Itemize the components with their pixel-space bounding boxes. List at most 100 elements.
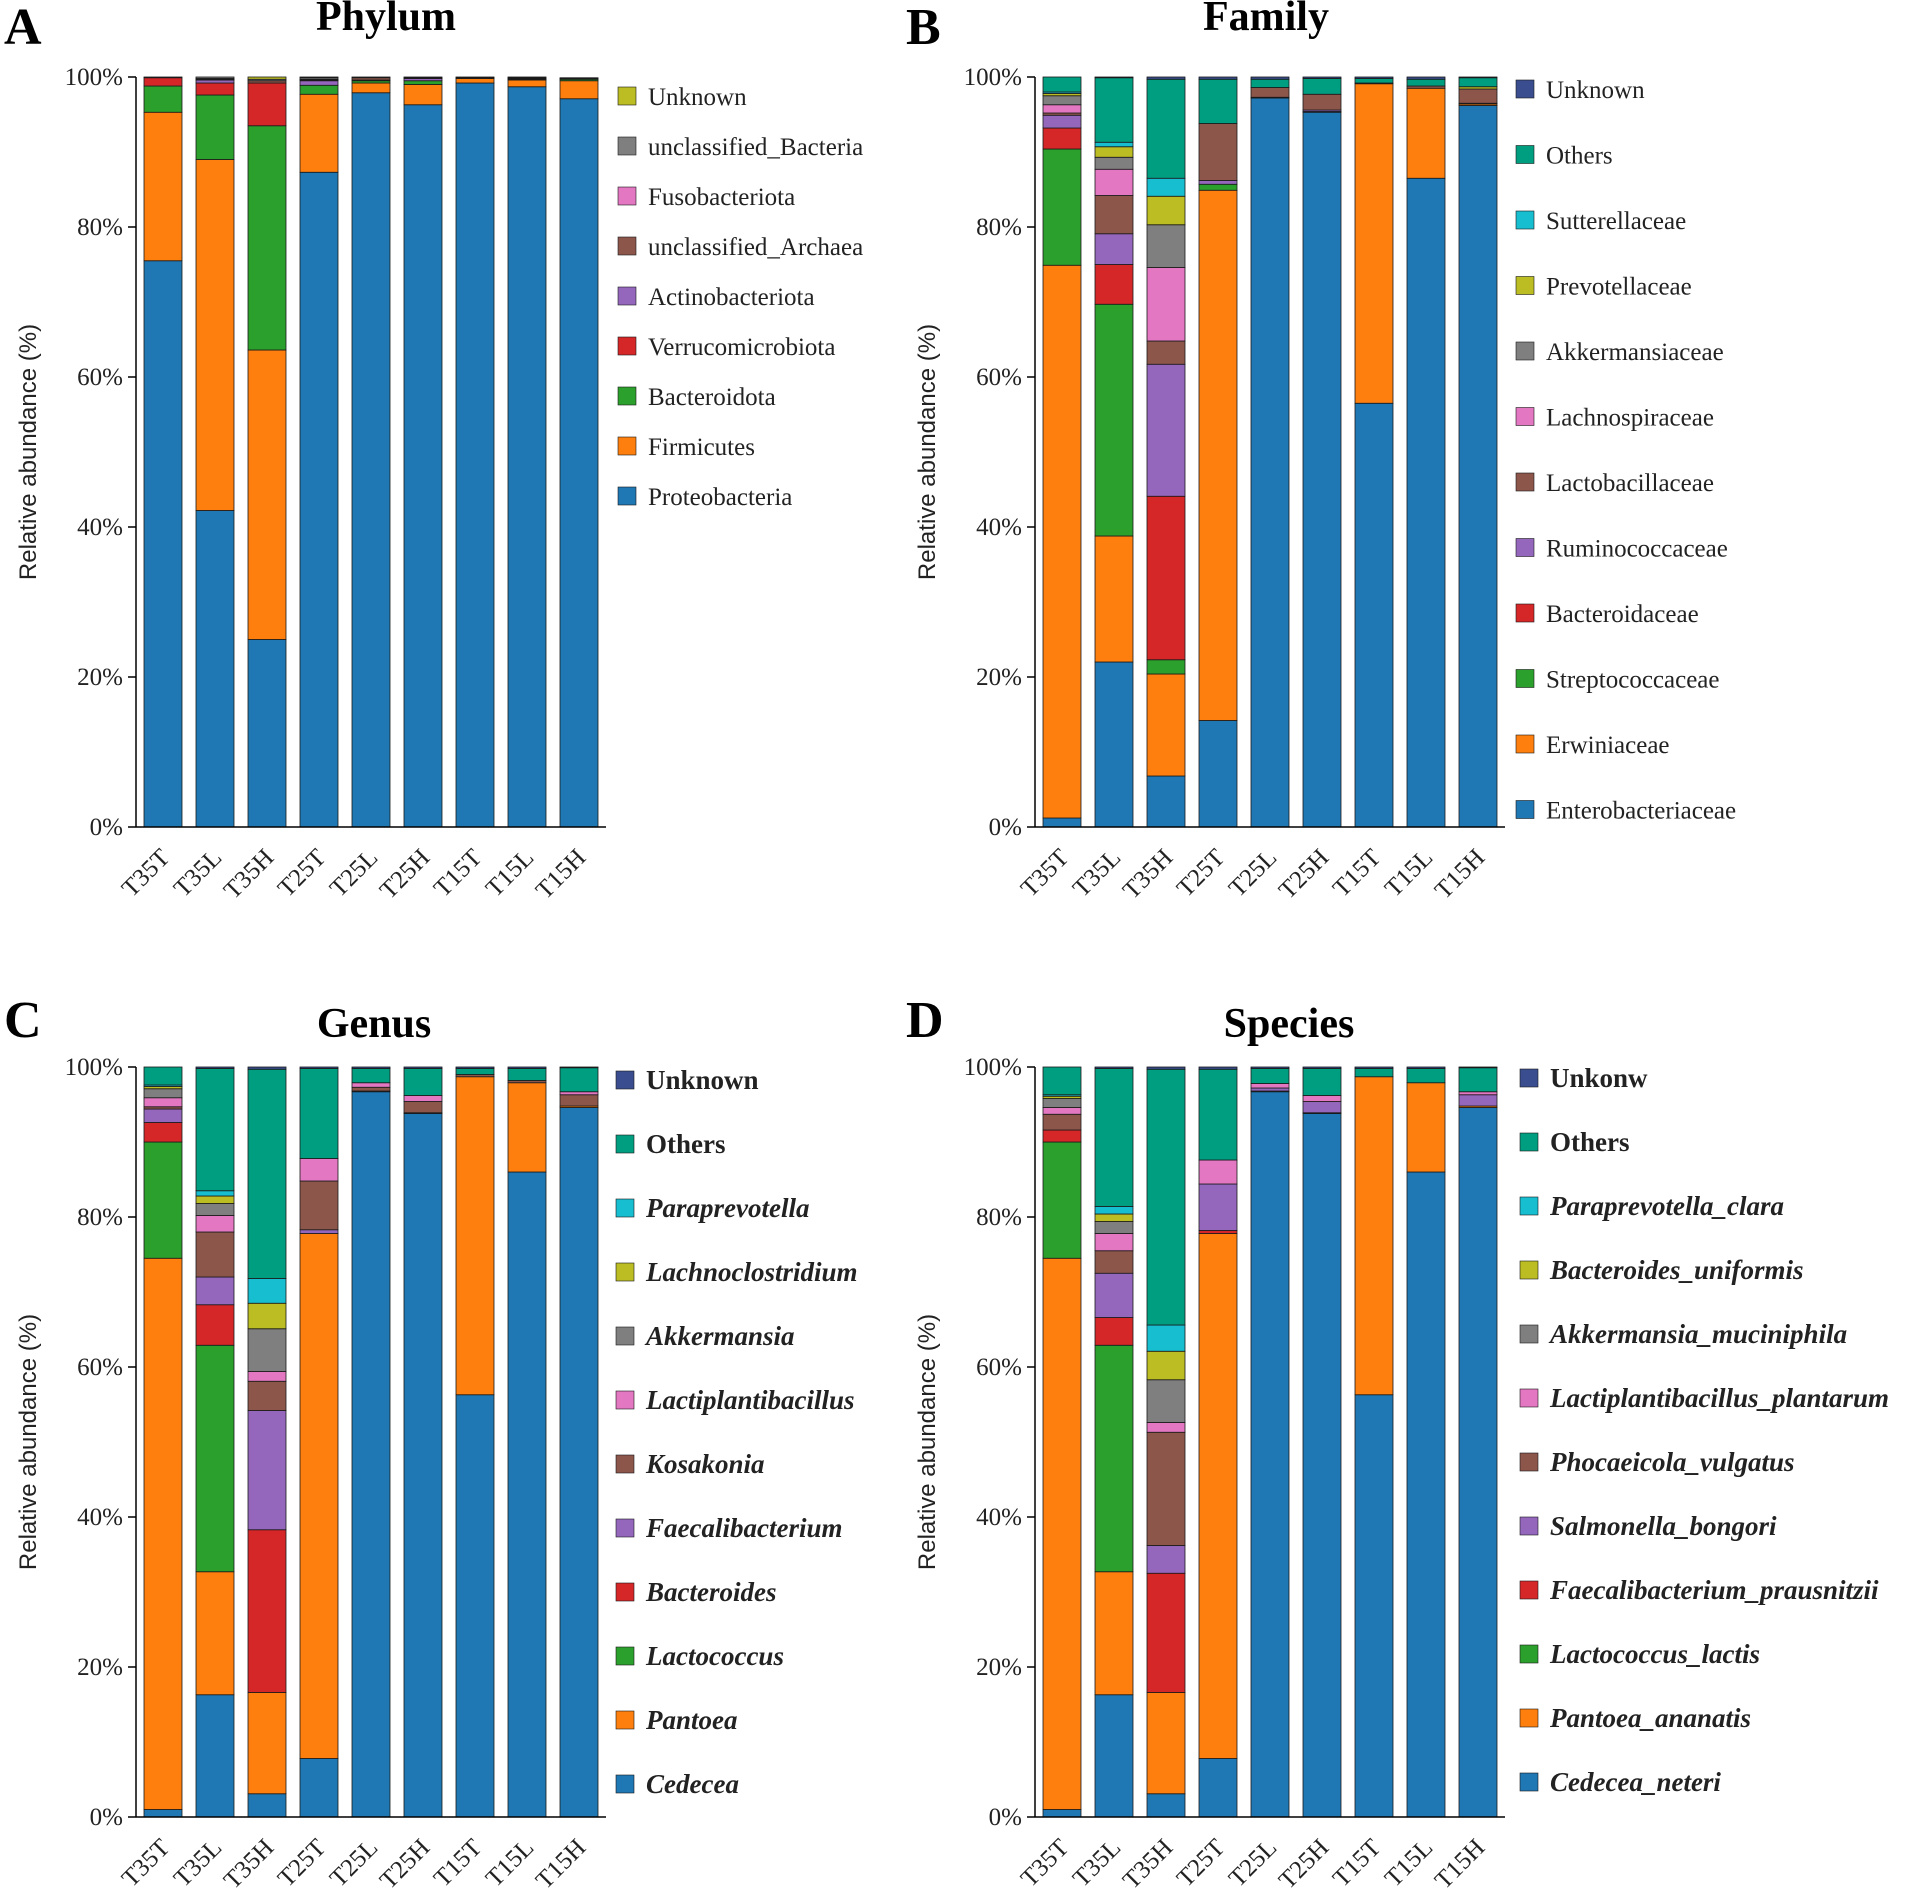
legend-label: Lactococcus [645,1641,784,1671]
legend-swatch [617,286,637,306]
bar-segment-unclassified-bacteria-t25l [351,76,391,79]
bar-group [1042,1066,1498,1818]
y-tick-label: 60% [77,364,123,391]
legend: Unknown Others Paraprevotella Lachnoclostri… [615,1065,858,1799]
bar-segment-akkermansiaceae-t35t [1042,95,1082,106]
bar-segment-actinobacteriota-t25t [299,80,339,86]
bar-segment-faecalibacterium-prausnitzii-t35h [1146,1572,1186,1693]
legend-label: Salmonella_bongori [1550,1511,1777,1541]
bar-segment-lactobacillaceae-t25h [1302,93,1342,111]
bar-segment-bacteroidaceae-t35h [1146,495,1186,661]
legend-label: unclassified_Archaea [648,234,863,261]
bar-segment-lactiplantibacillus-t25h [403,1095,443,1102]
bar-segment-unknown-t25l [351,1066,391,1069]
panel-b: B Family T35TT35LT35HT25TT25LT25HT15TT15LT… [906,0,1736,904]
bar-segment-cedecea-t15t [455,1394,495,1818]
bar-segment-faecalibacterium-t35t [143,1108,183,1123]
bar-segment-pantoea-t25t [299,1233,339,1759]
bar-segment-lactiplantibacillus-t25t [299,1158,339,1182]
bar-segment-unkonw-t25l [1250,1066,1290,1069]
bar-segment-unkonw-t35h [1146,1066,1186,1070]
bar-segment-lactiplantibacillus-t35h [247,1371,287,1382]
legend-swatch [1519,1644,1539,1664]
bar-segment-pantoea-t15t [455,1076,495,1396]
bar-segment-enterobacteriaceae-t35t [1042,817,1082,828]
legend-swatch [615,1262,635,1282]
category-label-t35t: T35T [1016,844,1074,902]
bar-segment-lactiplantibacillus-plantarum-t25h [1302,1095,1342,1102]
bar-segment-lachnospiraceae-t35t [1042,104,1082,114]
category-label-t15t: T15T [1328,844,1386,902]
legend-label: Sutterellaceae [1546,208,1686,235]
bar-segment-ruminococcaceae-t35t [1042,114,1082,129]
bar-segment-phocaeicola-vulgatus-t35h [1146,1431,1186,1546]
legend-swatch [1515,79,1535,99]
bar-segment-proteobacteria-t35h [247,639,287,828]
bar-segment-unclassified-bacteria-t25h [403,76,443,79]
legend-swatch [1515,800,1535,819]
bar-segment-others-t15h [559,1067,599,1093]
bar-segment-others-t25t [299,1068,339,1159]
bar-segment-lactobacillaceae-t25t [1198,123,1238,181]
y-tick-label: 0% [989,1804,1022,1831]
bar-group [1042,76,1498,828]
bar-segment-others-t15t [1354,78,1394,84]
bar-segment-phocaeicola-vulgatus-t35l [1094,1250,1134,1274]
y-tick-label: 100% [65,64,123,91]
legend-label: Pantoea [645,1705,738,1735]
category-label-t25l: T25L [1224,1834,1282,1890]
bar-segment-others-t35h [1146,1068,1186,1326]
bar-segment-unknown-t15t [1354,76,1394,79]
bar-segment-prevotellaceae-t35l [1094,146,1134,158]
legend-label: Akkermansiaceae [1546,339,1724,366]
legend-label: Unknown [648,84,747,111]
bar-segment-lactiplantibacillus-plantarum-t25t [1198,1159,1238,1185]
bar-segment-firmicutes-t25t [299,93,339,173]
bar-segment-akkermansia-t35l [195,1203,235,1216]
category-label-t35t: T35T [1016,1834,1074,1890]
legend-label: Enterobacteriaceae [1546,798,1736,825]
bar-segment-faecalibacterium-prausnitzii-t25t [1198,1230,1238,1234]
panel-c: C Genus T35TT35LT35HT25TT25LT25HT15TT15LT1… [4,992,858,1890]
bar-segment-unknown-t25h [403,1066,443,1069]
y-axis-title: Relative abundance (%) [914,1314,941,1570]
category-label-t15h: T15H [531,1834,591,1890]
legend-label: Pantoea_ananatis [1549,1703,1751,1733]
bar-segment-firmicutes-t15l [507,79,547,88]
legend-swatch [1519,1388,1539,1408]
bar-segment-akkermansia-t35t [143,1088,183,1099]
y-tick-label: 100% [964,64,1022,91]
bar-segment-ruminococcaceae-t35l [1094,233,1134,265]
bar-segment-bacteroides-t35h [247,1529,287,1693]
y-tick-label: 40% [976,1504,1022,1531]
bar-segment-others-t35h [1146,78,1186,179]
bar-segment-lactiplantibacillus-plantarum-t35t [1042,1107,1082,1115]
category-label-t35l: T35L [169,1834,227,1890]
bar-segment-streptococcaceae-t35t [1042,148,1082,266]
category-label-t35l: T35L [1068,844,1126,902]
bar-segment-paraprevotella-clara-t35l [1094,1206,1134,1215]
legend-swatch [615,1326,635,1346]
legend-label: Unkonw [1550,1063,1648,1093]
category-label-t25l: T25L [325,844,383,902]
bar-segment-paraprevotella-t35l [195,1190,235,1197]
bar-segment-faecalibacterium-t35l [195,1276,235,1306]
bar-segment-cedecea-t15h [559,1107,599,1818]
bar-segment-pantoea-ananatis-t35t [1042,1257,1082,1810]
legend-swatch [615,1582,635,1602]
bar-segment-faecalibacterium-t25t [299,1229,339,1234]
bar-segment-bacteroides-t35l [195,1304,235,1346]
bar-segment-lactococcus-t35l [195,1344,235,1573]
y-tick-label: 80% [976,214,1022,241]
legend-label: Paraprevotella [645,1193,809,1223]
category-label-t35h: T35H [219,844,279,904]
bar-segment-unknown-t25l [1250,76,1290,80]
bar-segment-others-t25h [1302,78,1342,95]
bar-segment-pantoea-t35h [247,1692,287,1795]
bar-segment-others-t25t [1198,78,1238,124]
bar-segment-kosakonia-t25h [403,1101,443,1114]
bar-segment-cedecea-neteri-t25l [1250,1091,1290,1818]
bar-segment-others-t35t [143,1066,183,1086]
bar-segment-others-t25l [351,1068,391,1084]
category-label-t15l: T15L [1380,1834,1438,1890]
